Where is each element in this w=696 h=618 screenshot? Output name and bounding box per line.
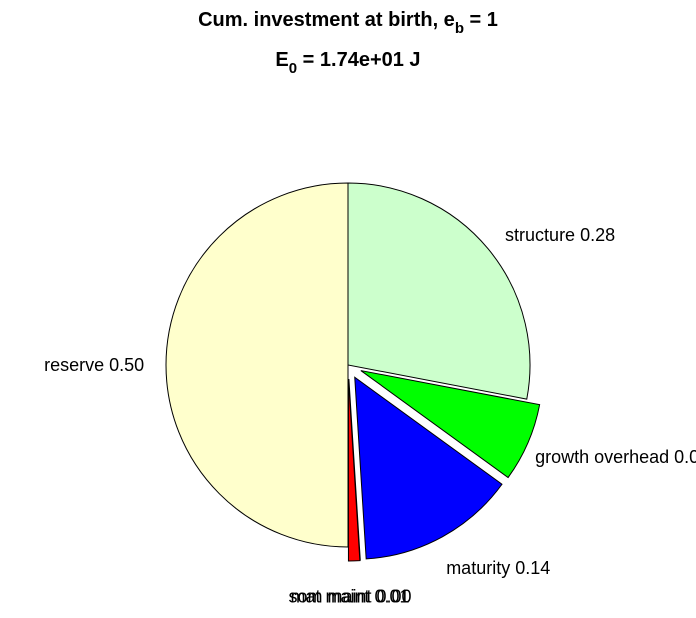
title-suffix: = 1: [464, 9, 498, 31]
subtitle-subscript: 0: [289, 60, 297, 77]
pie-slice: [347, 182, 531, 400]
pie-slice: [165, 182, 349, 548]
slice-label: maturity 0.14: [446, 558, 550, 578]
pie-slice: [354, 376, 503, 560]
slice-label: som maint 0.00: [288, 586, 411, 606]
chart-title: Cum. investment at birth, eb = 1: [198, 9, 498, 37]
slice-label: growth overhead 0.07: [535, 447, 696, 467]
slice-label: reserve 0.50: [44, 355, 144, 375]
subtitle-text: E: [275, 49, 288, 71]
subtitle-suffix: = 1.74e+01 J: [297, 49, 420, 71]
slice-label: mat maint 0.01: [290, 587, 409, 607]
slice-label: structure 0.28: [505, 225, 615, 245]
pie-slice: [347, 378, 361, 562]
title-text: Cum. investment at birth, e: [198, 9, 455, 31]
pie-slice: [360, 370, 541, 479]
title-subscript: b: [455, 20, 464, 37]
chart-subtitle: E0 = 1.74e+01 J: [275, 49, 420, 77]
